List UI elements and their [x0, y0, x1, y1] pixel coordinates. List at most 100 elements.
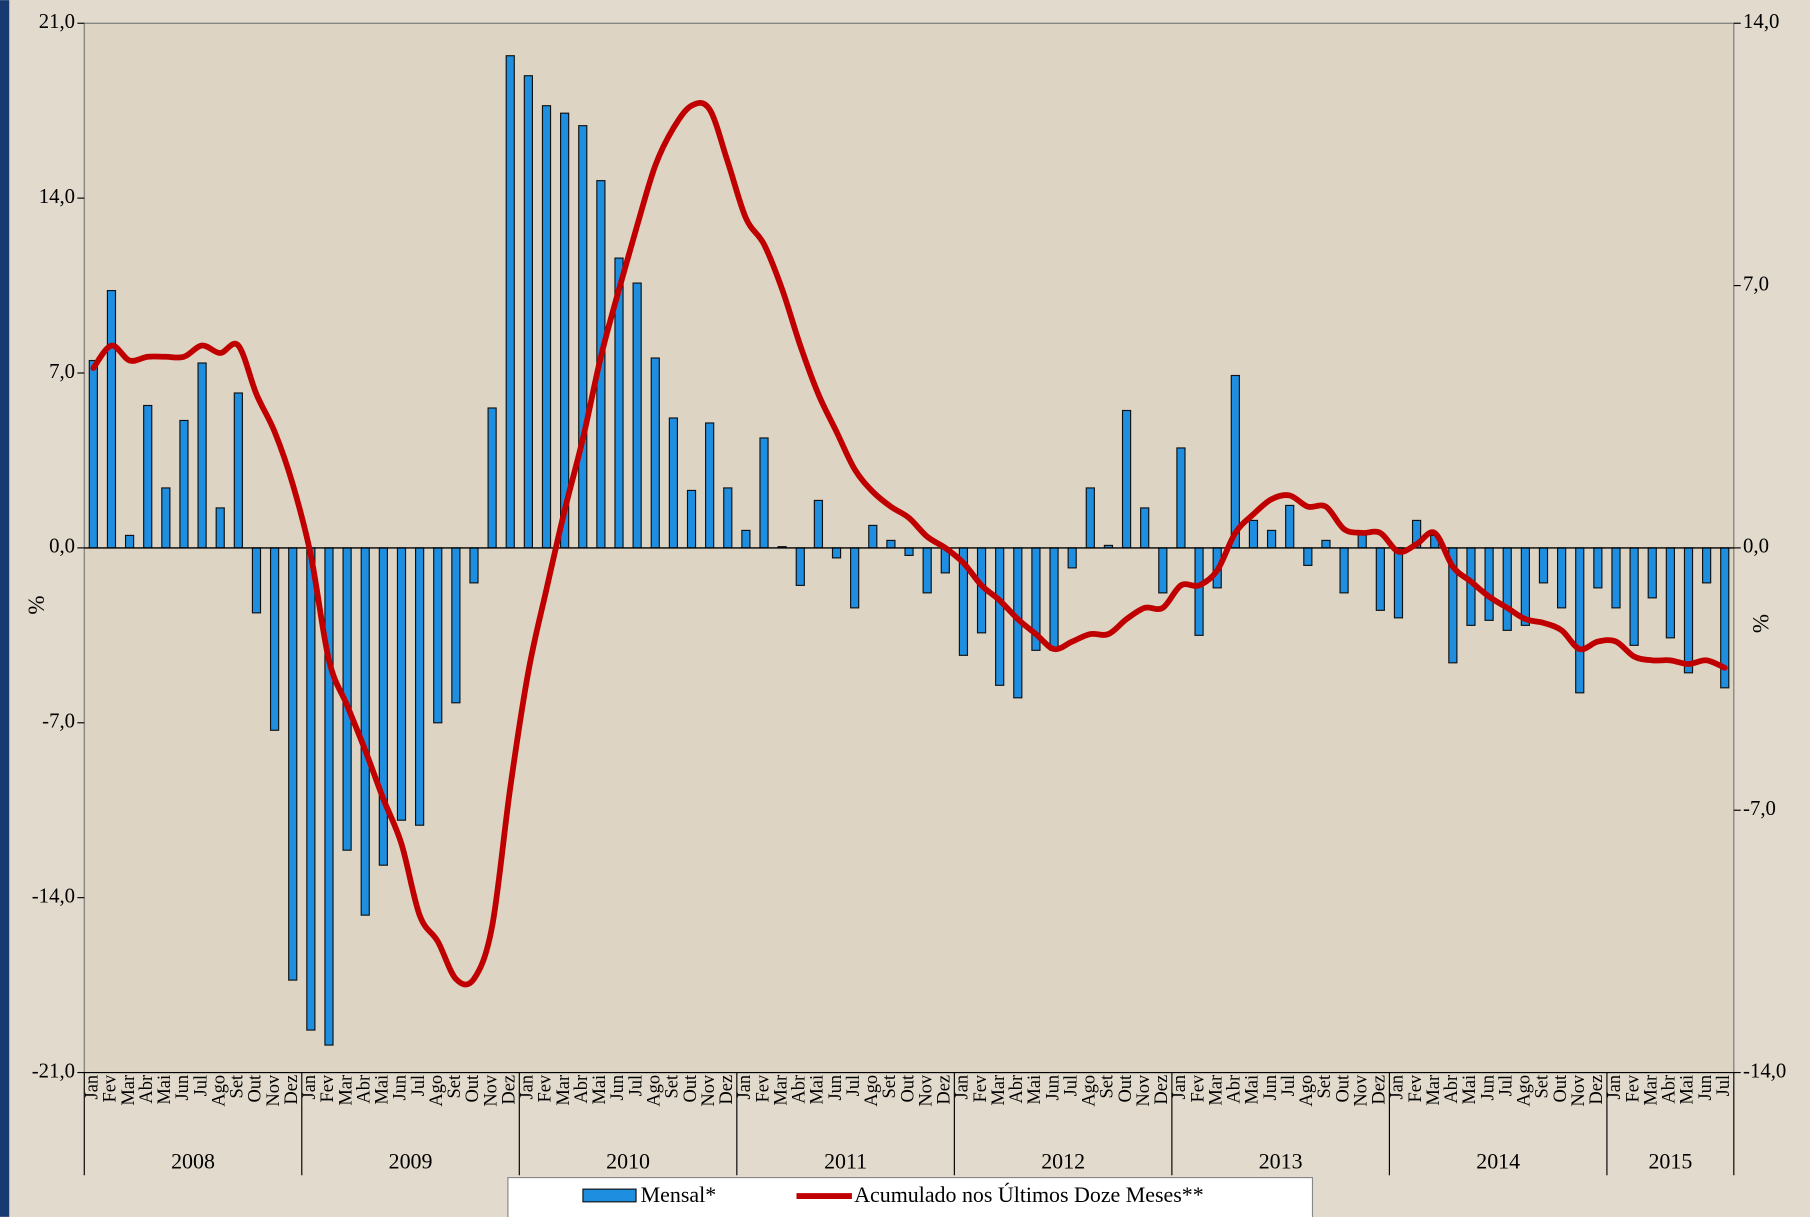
- bar: [1611, 547, 1621, 609]
- x-tick-label: Ago: [208, 1075, 228, 1107]
- x-tick-label: Dez: [281, 1075, 301, 1105]
- x-tick-label: Mai: [1459, 1075, 1479, 1105]
- bar: [161, 487, 171, 549]
- bar: [686, 489, 697, 549]
- bar: [632, 282, 642, 549]
- x-tick-label: Mai: [589, 1075, 609, 1105]
- bar: [88, 359, 98, 549]
- bar: [143, 404, 153, 549]
- bar: [179, 419, 189, 549]
- bar: [1194, 547, 1204, 636]
- x-tick-label: Jul: [625, 1075, 645, 1097]
- x-tick-label: Dez: [498, 1075, 518, 1105]
- y-tick-label: 7,0: [49, 360, 75, 383]
- x-tick-label: Abr: [353, 1075, 373, 1104]
- bar: [922, 547, 932, 594]
- x-tick-label: Jan: [1604, 1075, 1624, 1100]
- x-tick-label: Nov: [263, 1074, 283, 1107]
- bar: [414, 547, 425, 826]
- year-label: 2010: [606, 1148, 650, 1173]
- x-tick-label: Jan: [1169, 1075, 1189, 1100]
- bar: [1049, 547, 1059, 651]
- bar: [1176, 447, 1186, 549]
- x-tick-label: Dez: [1586, 1075, 1606, 1105]
- bar: [1702, 547, 1712, 584]
- x-tick-label: Set: [662, 1074, 682, 1098]
- bar: [831, 547, 842, 559]
- bar: [1556, 547, 1567, 609]
- x-tick-label: Out: [462, 1074, 482, 1103]
- legend-swatch: [582, 1188, 637, 1203]
- bar: [324, 547, 334, 1046]
- bar: [451, 547, 461, 704]
- x-tick-label: Set: [1097, 1074, 1117, 1098]
- x-tick-label: Out: [1550, 1074, 1570, 1103]
- bar: [668, 417, 679, 549]
- y2-tick-label: -7,0: [1743, 797, 1776, 820]
- x-tick-label: Jul: [408, 1075, 428, 1097]
- bar: [560, 112, 570, 549]
- x-tick-label: Fev: [1187, 1074, 1207, 1102]
- bar: [1121, 409, 1132, 549]
- x-tick-label: Nov: [480, 1074, 500, 1107]
- y2-tick-label: 14,0: [1743, 10, 1779, 33]
- bar: [1303, 547, 1313, 566]
- x-tick-label: Jul: [843, 1075, 863, 1097]
- x-tick-label: Dez: [1369, 1075, 1389, 1105]
- x-tick-label: Out: [680, 1074, 700, 1103]
- year-label: 2014: [1476, 1148, 1520, 1173]
- bar: [650, 357, 660, 549]
- bar: [886, 539, 896, 549]
- x-tick-label: Set: [1314, 1074, 1334, 1098]
- x-tick-label: Out: [1332, 1074, 1352, 1103]
- bar: [1502, 547, 1512, 631]
- x-tick-label: Nov: [1133, 1074, 1153, 1107]
- x-tick-label: Jun: [172, 1075, 192, 1101]
- bar: [378, 547, 388, 866]
- bar: [578, 125, 588, 549]
- x-tick-label: Abr: [1006, 1075, 1026, 1104]
- bar: [197, 362, 207, 549]
- x-tick-label: Abr: [571, 1075, 591, 1104]
- x-tick-label: Mai: [154, 1075, 174, 1105]
- x-tick-label: Out: [897, 1074, 917, 1103]
- y2-axis-label: %: [1747, 614, 1773, 633]
- bar: [759, 437, 769, 549]
- y-axis-label: %: [23, 595, 49, 614]
- legend-label: Mensal*: [641, 1182, 717, 1207]
- x-tick-label: Set: [227, 1074, 247, 1098]
- bar: [1629, 547, 1639, 646]
- bar: [1266, 529, 1277, 549]
- year-label: 2013: [1259, 1148, 1303, 1173]
- bar: [1520, 547, 1530, 626]
- x-tick-label: Dez: [716, 1075, 736, 1105]
- year-label: 2012: [1041, 1148, 1085, 1173]
- y2-tick-label: -14,0: [1743, 1059, 1786, 1082]
- bar: [306, 547, 316, 1031]
- x-tick-label: Jan: [517, 1075, 537, 1100]
- x-tick-label: Jun: [1477, 1075, 1497, 1101]
- bar: [1375, 547, 1385, 611]
- x-tick-label: Mar: [335, 1075, 355, 1106]
- x-tick-label: Mai: [372, 1075, 392, 1105]
- bar: [1140, 507, 1150, 549]
- x-tick-label: Jun: [607, 1075, 627, 1101]
- x-tick-label: Mar: [118, 1075, 138, 1106]
- x-tick-label: Dez: [1151, 1075, 1171, 1105]
- legend: [507, 1177, 1314, 1217]
- x-tick-label: Ago: [861, 1075, 881, 1107]
- x-tick-label: Mar: [988, 1075, 1008, 1106]
- bar: [1158, 547, 1168, 594]
- year-label: 2009: [389, 1148, 433, 1173]
- bar: [1647, 547, 1657, 599]
- x-tick-label: Abr: [1441, 1075, 1461, 1104]
- line: [90, 100, 1728, 988]
- bar: [215, 507, 225, 549]
- bar: [251, 547, 262, 614]
- x-tick-label: Jan: [299, 1075, 319, 1100]
- bar: [1248, 519, 1259, 549]
- bar: [850, 547, 860, 609]
- bar: [1665, 547, 1675, 639]
- bar: [269, 547, 280, 731]
- year-label: 2015: [1648, 1148, 1692, 1173]
